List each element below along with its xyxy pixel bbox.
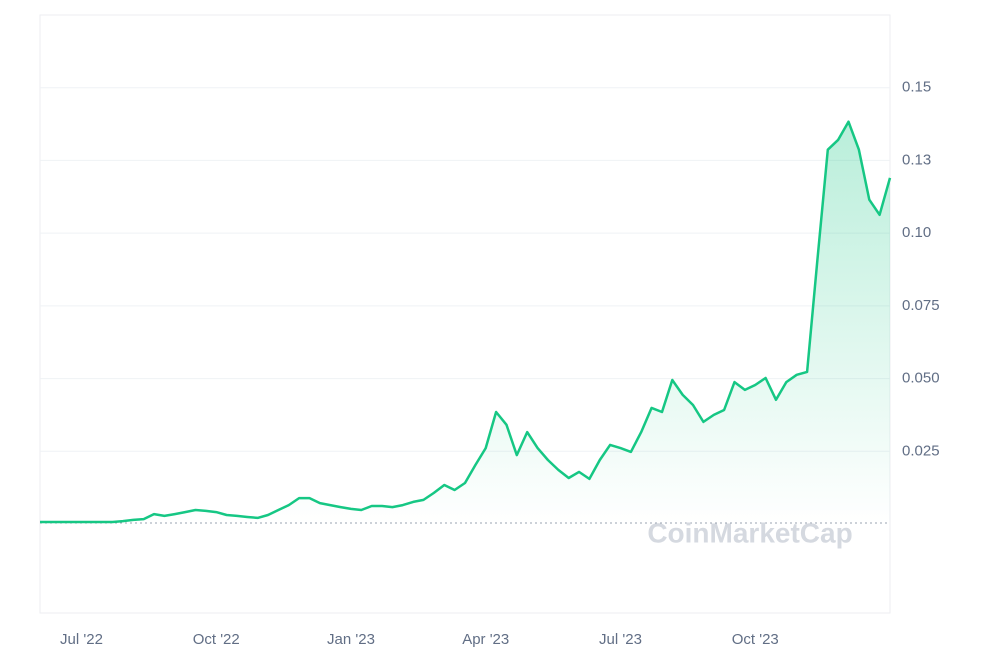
y-tick-label: 0.050 [902,370,940,387]
y-tick-label: 0.15 [902,79,931,96]
price-line [40,120,892,524]
y-tick-label: 0.075 [902,297,940,314]
x-tick-label: Jul '23 [599,631,642,648]
x-tick-label: Jul '22 [60,631,103,648]
x-tick-label: Apr '23 [462,631,509,648]
x-tick-label: Oct '22 [193,631,240,648]
y-tick-label: 0.025 [902,442,940,459]
area [40,121,890,524]
y-tick-label: 0.13 [902,151,931,168]
x-tick-label: Jan '23 [327,631,375,648]
x-tick-label: Oct '23 [732,631,779,648]
y-tick-label: 0.10 [902,224,931,241]
watermark: CoinMarketCap [647,517,852,548]
